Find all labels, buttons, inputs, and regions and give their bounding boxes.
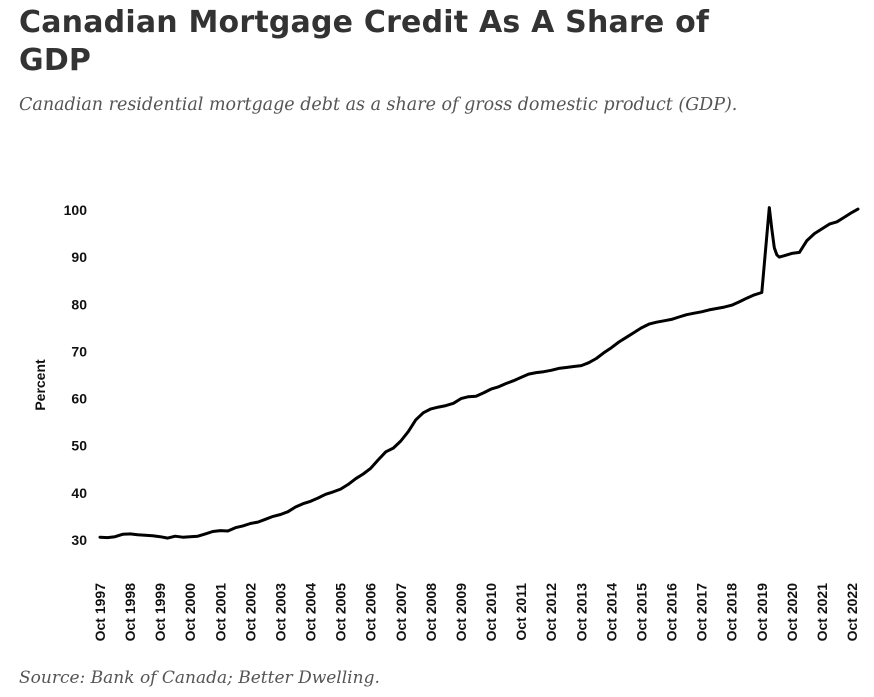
x-tick-label: Oct 2002	[242, 583, 258, 642]
x-tick-label: Oct 2004	[303, 583, 319, 642]
x-tick-label: Oct 1997	[92, 583, 108, 642]
y-tick-label: 30	[71, 532, 87, 548]
y-axis-ticks: 30 40 50 60 70 80 90 100	[64, 202, 88, 548]
x-tick-label: Oct 2013	[573, 583, 589, 642]
x-tick-label: Oct 1999	[152, 583, 168, 642]
y-tick-label: 50	[71, 438, 87, 454]
x-tick-label: Oct 2006	[363, 583, 379, 642]
x-tick-label: Oct 2011	[513, 583, 529, 641]
chart-title: Canadian Mortgage Credit As A Share of G…	[19, 5, 710, 78]
y-tick-label: 100	[64, 202, 88, 218]
x-tick-label: Oct 2005	[333, 583, 349, 642]
x-tick-label: Oct 2020	[784, 583, 800, 642]
x-tick-label: Oct 2014	[603, 583, 619, 642]
x-tick-label: Oct 1998	[122, 583, 138, 642]
x-tick-label: Oct 2007	[393, 583, 409, 642]
x-tick-label: Oct 2019	[754, 583, 770, 642]
y-tick-label: 90	[71, 249, 87, 265]
y-tick-label: 40	[71, 485, 87, 501]
x-axis-ticks: Oct 1997 Oct 1998 Oct 1999 Oct 2000 Oct 2001…	[92, 583, 860, 642]
x-tick-label: Oct 2012	[543, 583, 559, 642]
x-tick-label: Oct 2016	[664, 583, 680, 642]
x-tick-label: Oct 2018	[724, 583, 740, 642]
x-tick-label: Oct 2001	[212, 583, 228, 642]
y-tick-label: 80	[71, 296, 87, 312]
source-note: Source: Bank of Canada; Better Dwelling.	[19, 668, 380, 688]
y-tick-label: 70	[71, 343, 87, 359]
x-tick-label: Oct 2003	[272, 583, 288, 642]
x-tick-label: Oct 2009	[453, 583, 469, 642]
y-axis-label: Percent	[32, 359, 48, 411]
x-tick-label: Oct 2017	[694, 583, 710, 642]
x-tick-label: Oct 2015	[633, 583, 649, 642]
x-tick-label: Oct 2000	[182, 583, 198, 642]
x-tick-label: Oct 2022	[844, 583, 860, 642]
x-tick-label: Oct 2021	[814, 583, 830, 642]
y-tick-label: 60	[71, 391, 87, 407]
x-tick-label: Oct 2008	[423, 583, 439, 642]
mortgage-share-line	[98, 206, 860, 540]
chart-subtitle: Canadian residential mortgage debt as a …	[19, 95, 738, 115]
x-tick-label: Oct 2010	[483, 583, 499, 642]
